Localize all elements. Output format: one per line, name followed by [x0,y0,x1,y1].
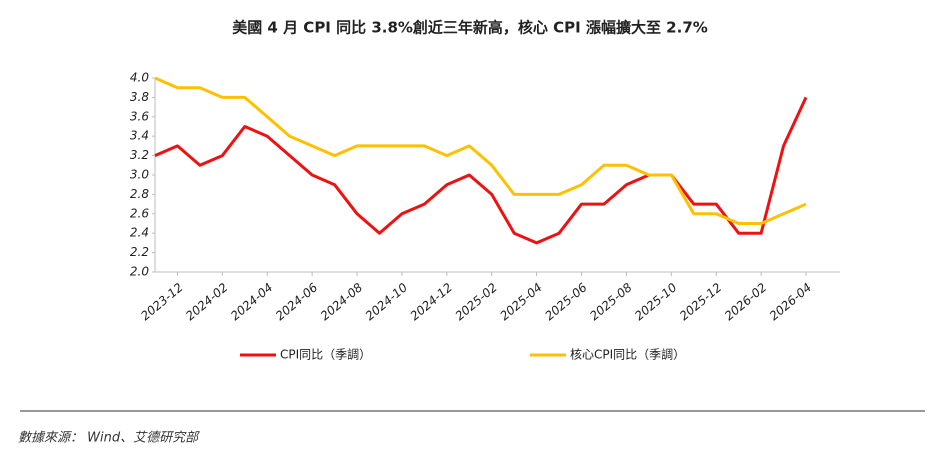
y-tick-label: 3.4 [130,129,149,143]
line [154,76,807,225]
y-tick-label: 2.4 [130,226,149,240]
source: 數據來源： Wind、艾德研究部 [18,430,200,446]
legend-label: CPI同比（季調） [280,348,371,362]
x-tick-label: 2025-08 [587,280,635,323]
x-tick-label: 2025-12 [677,280,724,323]
y-tick-label: 2.8 [130,187,149,201]
chart-title: 美國 4 月 CPI 同比 3.8%創近三年新高，核心 CPI 漲幅擴大至 2.… [232,19,708,37]
y-tick-label: 2.6 [130,206,149,220]
y-tick-label: 4.0 [130,71,149,85]
x-tick-label: 2024-10 [363,280,411,323]
y-tick-label: 3.2 [130,148,149,162]
y-tick-label: 2.2 [130,245,149,259]
x-tick-label: 2025-02 [452,280,499,323]
x-tick-label: 2024-12 [408,280,455,323]
y-tick-label: 3.8 [130,90,149,104]
x-tick-label: 2023-12 [138,280,185,323]
legend-label: 核心CPI同比（季調） [570,348,685,362]
y-tick-label: 2.0 [130,265,149,279]
x-tick-label: 2026-02 [722,280,769,323]
line [154,96,808,245]
x-tick-label: 2025-04 [497,280,544,323]
x-tick-label: 2024-02 [183,280,230,323]
y-tick-label: 3.0 [130,168,149,182]
x-tick-label: 2025-06 [542,280,590,323]
x-tick-label: 2024-06 [273,280,321,323]
y-tick-label: 3.6 [130,109,149,123]
x-tick-label: 2024-04 [228,280,275,323]
x-tick-label: 2025-10 [632,280,680,323]
x-tick-label: 2026-04 [767,280,814,323]
x-tick-label: 2024-08 [318,280,366,323]
